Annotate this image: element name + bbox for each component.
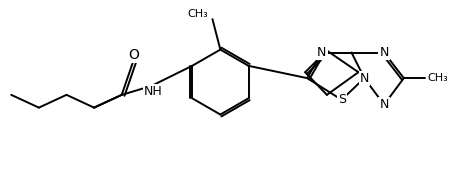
Text: CH₃: CH₃: [427, 73, 448, 83]
Text: N: N: [379, 46, 389, 59]
Text: NH: NH: [144, 85, 163, 98]
Text: N: N: [379, 98, 389, 111]
Text: S: S: [338, 93, 345, 106]
Text: CH₃: CH₃: [188, 9, 208, 19]
Text: O: O: [128, 48, 139, 62]
Text: N: N: [359, 72, 369, 85]
Text: N: N: [317, 46, 327, 59]
